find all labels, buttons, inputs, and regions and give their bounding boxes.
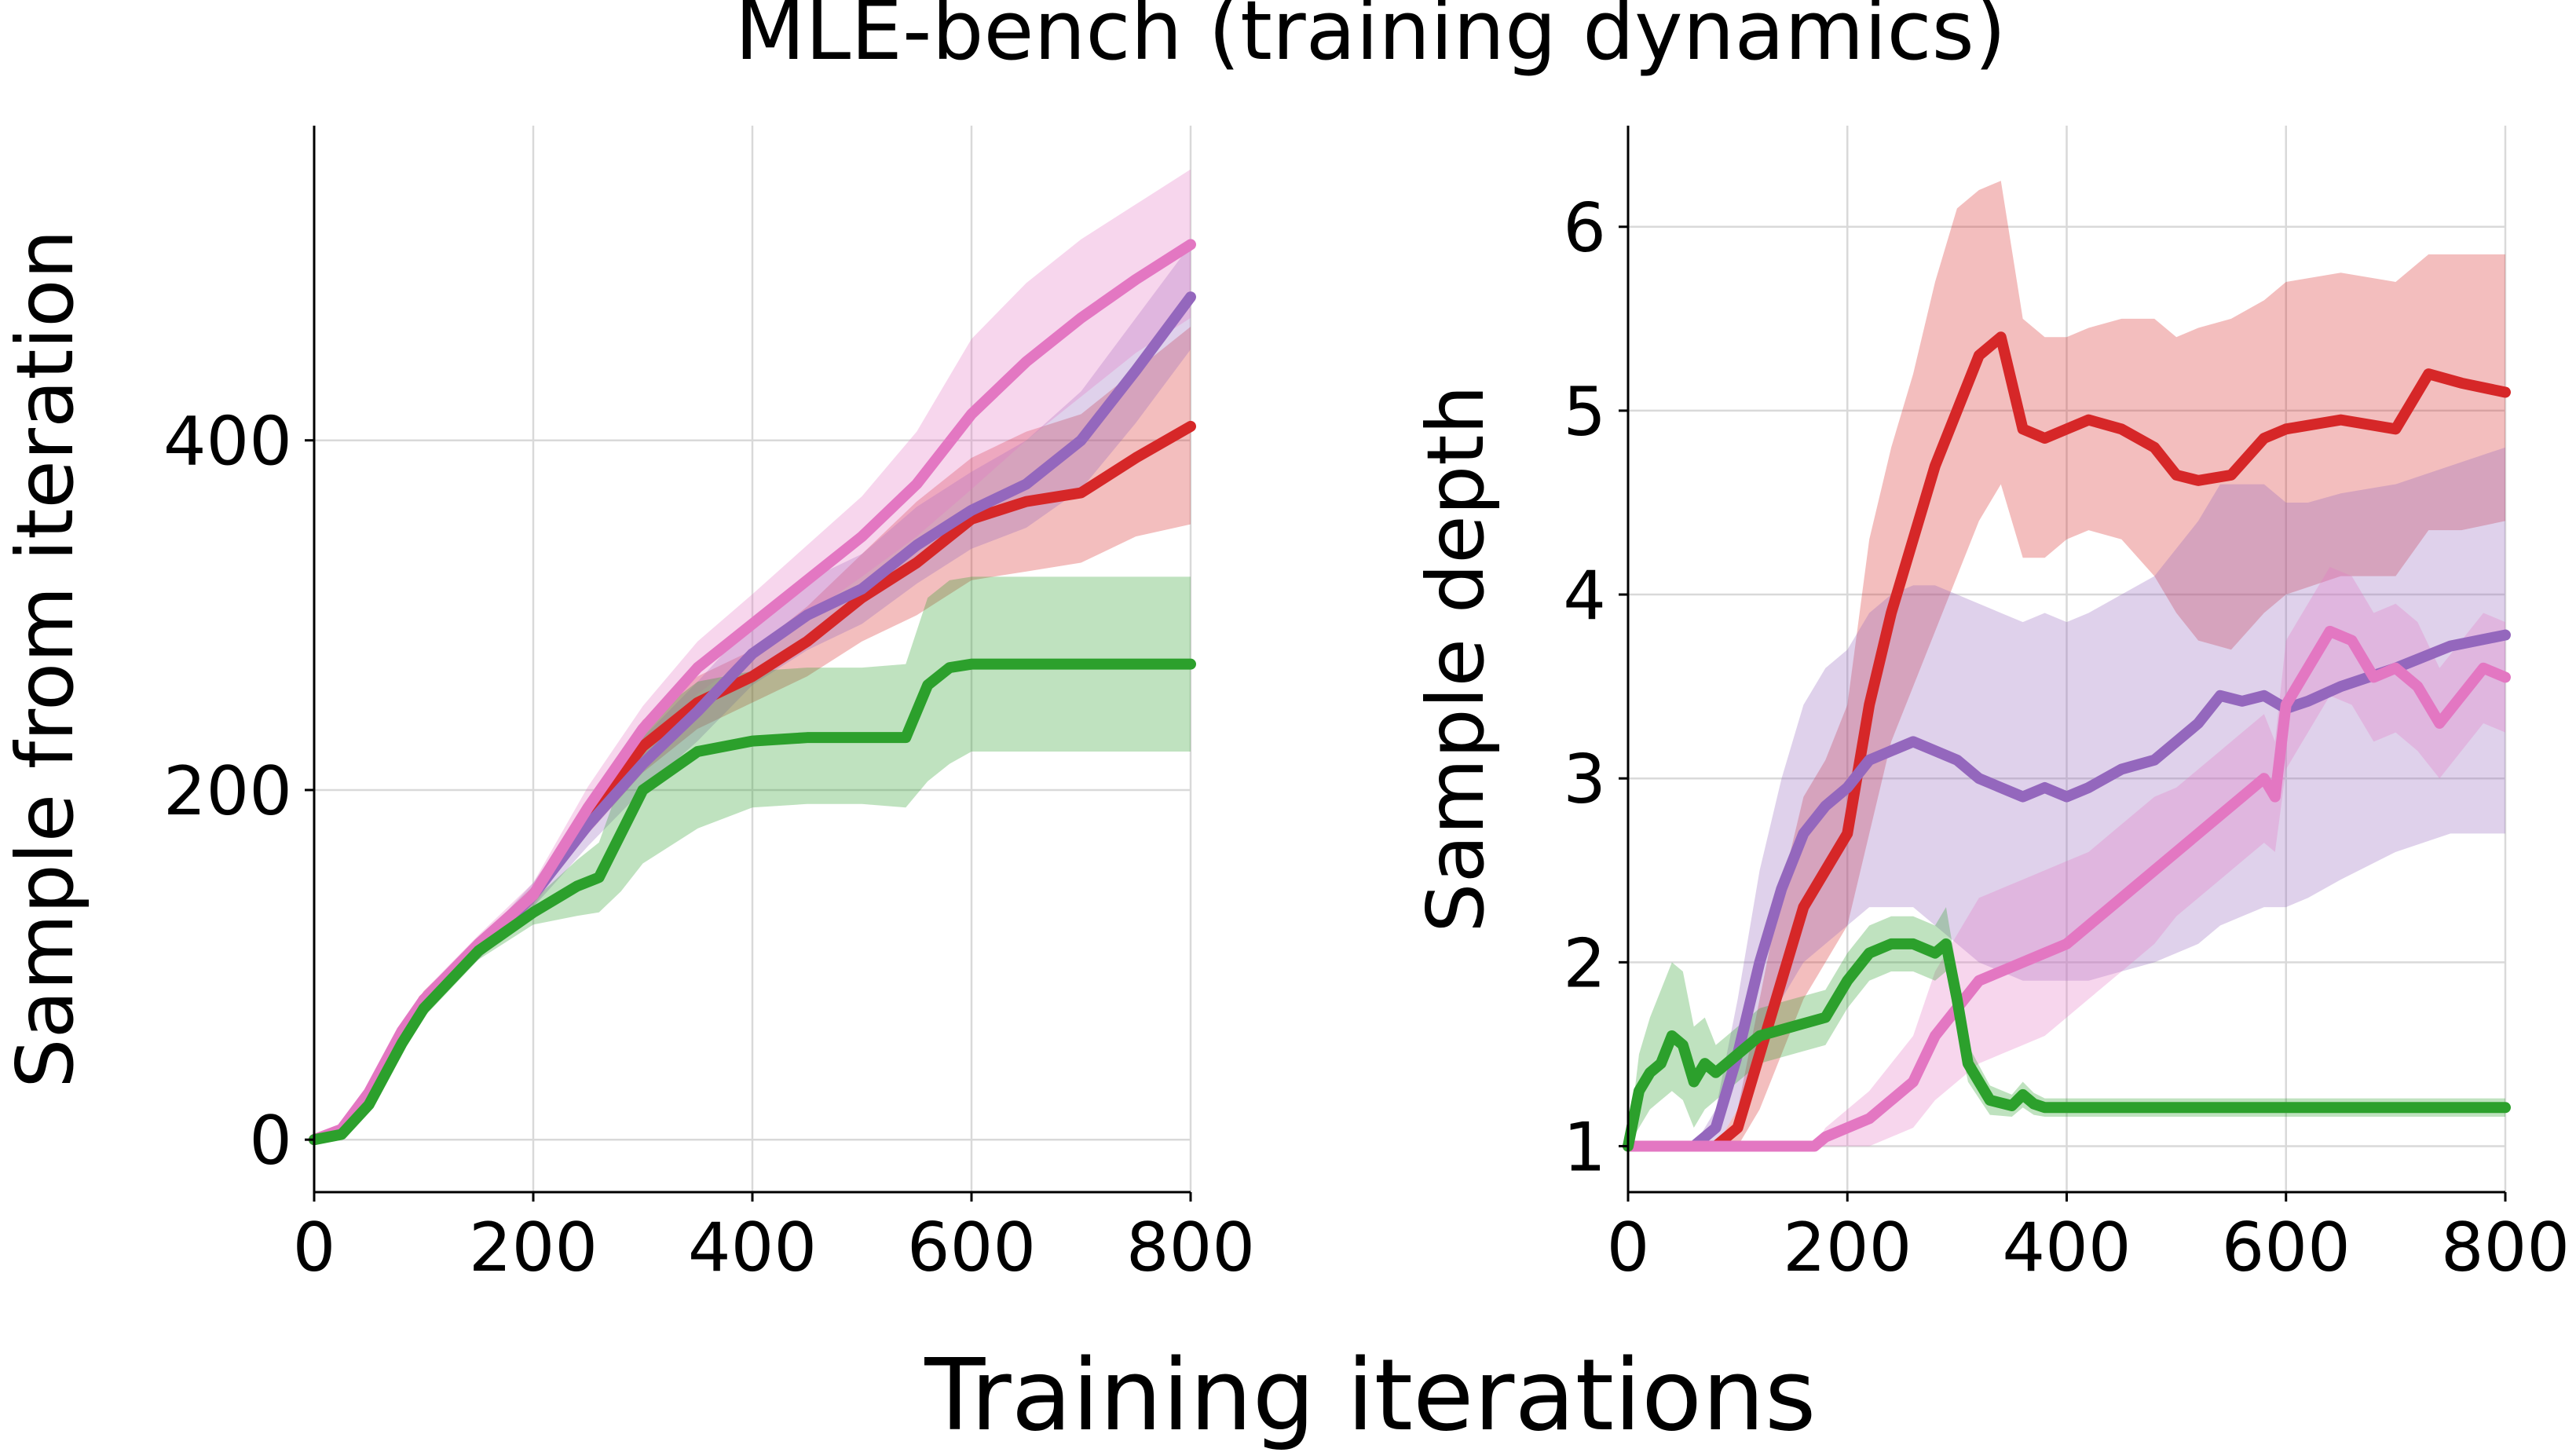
x-tick-label: 200 (469, 1209, 598, 1287)
x-tick-label: 200 (1783, 1209, 1912, 1287)
panel-sample-from-iteration: 0 200 400 600 800 0 200 400 Sample from iterati… (0, 126, 1255, 1287)
x-tick-label: 400 (688, 1209, 817, 1287)
green-series-line (309, 658, 1196, 1146)
purple-series-line (1623, 629, 2511, 1152)
x-tick-label: 400 (2002, 1209, 2131, 1287)
series-lines (309, 239, 1196, 1146)
y-tick-label: 1 (1563, 1108, 1606, 1187)
y-axis-label: Sample from iteration (0, 229, 91, 1088)
x-tick-label: 800 (2441, 1209, 2570, 1287)
y-tick-label: 2 (1563, 924, 1606, 1003)
x-tick-label: 0 (1607, 1209, 1650, 1287)
green-confidence-band (314, 576, 1191, 1140)
red-confidence-band (314, 327, 1191, 1140)
x-axis-label: Training iterations (924, 1337, 1816, 1453)
tick-labels: 0 200 400 600 800 0 200 400 (163, 403, 1255, 1287)
y-tick-label: 6 (1563, 189, 1606, 268)
tick-labels: 0 200 400 600 800 1 2 3 4 5 6 (1563, 189, 2570, 1287)
y-tick-label: 3 (1563, 741, 1606, 819)
y-tick-label: 5 (1563, 373, 1606, 452)
x-tick-label: 600 (2222, 1209, 2351, 1287)
y-axis-label: Sample depth (1410, 385, 1502, 933)
green-confidence-band (1628, 907, 2505, 1147)
figure-title: MLE-bench (training dynamics) (735, 0, 2007, 79)
green-series-line (1623, 938, 2511, 1152)
y-tick-label: 0 (249, 1102, 292, 1180)
pink-series-line (1623, 625, 2511, 1152)
series-lines (1623, 331, 2511, 1152)
red-confidence-band (1628, 181, 2505, 1147)
panel-sample-depth: 0 200 400 600 800 1 2 3 4 5 6 Sample depth (1410, 126, 2570, 1287)
red-series-line (1623, 331, 2511, 1152)
y-tick-label: 4 (1563, 557, 1606, 635)
x-tick-label: 0 (293, 1209, 336, 1287)
y-tick-label: 200 (163, 752, 292, 831)
y-tick-label: 400 (163, 403, 292, 481)
pink-series-line (309, 239, 1196, 1146)
x-tick-label: 600 (907, 1209, 1036, 1287)
x-tick-label: 800 (1126, 1209, 1255, 1287)
